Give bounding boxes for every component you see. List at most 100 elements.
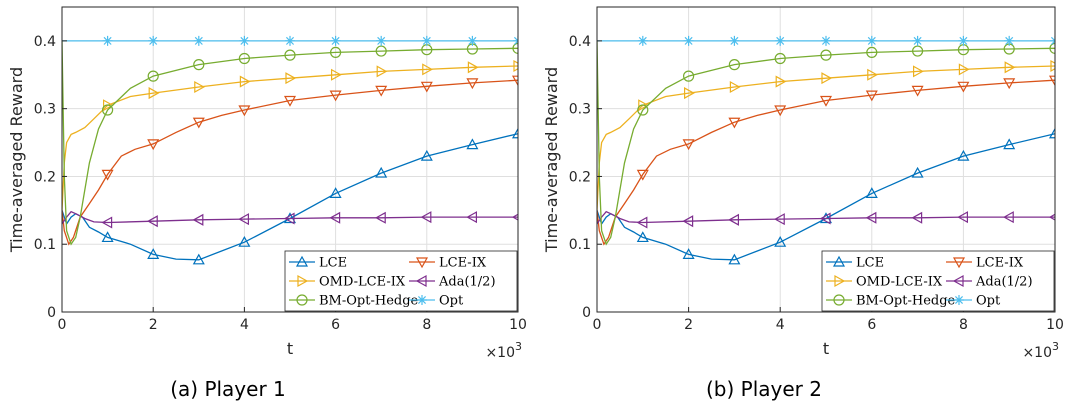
data-point [912, 35, 923, 46]
data-point [637, 35, 648, 46]
data-point [511, 75, 518, 87]
legend-entry: Opt [409, 294, 464, 309]
x-tick-label: 0 [58, 317, 67, 333]
data-point [329, 211, 341, 224]
data-point [375, 166, 388, 178]
data-point [728, 213, 740, 226]
legend-marker [415, 274, 427, 288]
chart-panel-1: 0 2 4 6 8 10 0 0.1 0.2 0.3 0.4 t Time-averaged Rewar… [7, 6, 527, 401]
data-point [285, 72, 297, 85]
data-point [420, 81, 433, 93]
series-omd-lce-ix [62, 59, 518, 211]
series-lce-ix [597, 75, 1055, 246]
data-point [728, 117, 741, 129]
series-lce [62, 127, 518, 265]
legend-label: Ada(1/2) [438, 275, 496, 290]
data-point [911, 211, 923, 224]
data-point [194, 80, 206, 93]
legend-marker [415, 257, 429, 269]
legend-label: BM-Opt-Hedge [319, 294, 419, 309]
legend: LCE LCE-IX OMD-LCE-IX Ada(1/2) BM-Opt-Hedge O… [821, 250, 1055, 312]
data-point [102, 99, 114, 112]
data-point [147, 248, 160, 259]
data-point [728, 253, 741, 265]
data-point [865, 211, 877, 224]
series-opt [62, 35, 518, 46]
series-ada-1-2- [62, 210, 518, 229]
data-point [239, 35, 250, 46]
legend-label: OMD-LCE-IX [319, 275, 406, 290]
series-omd-lce-ix [597, 59, 1055, 211]
data-point [148, 35, 159, 46]
legend-entry: LCE [826, 256, 884, 271]
data-point [192, 213, 204, 226]
data-point [820, 49, 832, 61]
y-tick-label: 0.3 [34, 102, 56, 118]
data-point [774, 105, 787, 117]
series-line [62, 133, 518, 261]
legend: LCE LCE-IX OMD-LCE-IX Ada(1/2) BM-Opt-Hedge O… [284, 250, 518, 312]
series-opt [597, 35, 1055, 46]
data-point [238, 213, 249, 226]
data-point [1004, 35, 1015, 46]
data-point [819, 95, 833, 107]
data-point [376, 65, 388, 78]
legend-marker [952, 257, 966, 269]
y-tick-label: 0 [47, 305, 56, 321]
x-tick-label: 4 [240, 317, 249, 333]
legend-entry: OMD-LCE-IX [826, 275, 943, 290]
x-tick-label: 2 [149, 317, 158, 333]
series-line [597, 40, 1055, 246]
data-point [867, 68, 879, 81]
data-point [329, 187, 342, 198]
data-point [1003, 138, 1016, 150]
data-point [329, 90, 342, 102]
data-point [865, 90, 878, 102]
x-multiplier: ×103 [1022, 340, 1059, 361]
data-point [821, 72, 833, 85]
data-point [636, 169, 649, 181]
data-point [683, 35, 694, 46]
legend-marker [954, 295, 964, 305]
data-point [729, 80, 741, 93]
x-tick-label: 10 [1046, 317, 1064, 333]
data-point [466, 138, 479, 150]
x-multiplier-base: ×10 [1022, 345, 1052, 361]
legend-marker [417, 295, 427, 305]
data-point [467, 61, 479, 74]
data-point [467, 35, 478, 46]
legend-entry: LCE [289, 256, 347, 271]
data-point [101, 104, 114, 116]
data-point [512, 42, 518, 54]
y-axis-label: Time-averaged Reward [7, 67, 26, 253]
legend-label: LCE [319, 256, 347, 271]
data-point [148, 87, 160, 100]
x-axis-label: t [823, 339, 829, 358]
data-point [866, 35, 877, 46]
x-tick-label: 8 [959, 317, 968, 333]
x-multiplier-base: ×10 [485, 345, 515, 361]
data-point [375, 45, 387, 57]
data-point [957, 149, 970, 161]
data-point [330, 46, 342, 59]
data-point [1048, 75, 1055, 87]
y-axis-label: Time-averaged Reward [542, 67, 561, 253]
axes-box [61, 6, 519, 313]
figure-caption: (a) Player 1 [170, 377, 286, 401]
chart-panel-2: 0 2 4 6 8 10 0 0.1 0.2 0.3 0.4 t Time-averaged Rewar… [542, 6, 1064, 401]
data-point [513, 59, 518, 72]
series-lce [597, 127, 1055, 265]
data-point [101, 231, 114, 243]
series-lce-ix [62, 75, 518, 246]
x-tick-label: 10 [509, 317, 527, 333]
legend-box [284, 250, 518, 312]
legend-marker [297, 274, 309, 288]
x-multiplier: ×103 [485, 340, 522, 361]
y-tick-label: 0.1 [569, 237, 591, 253]
data-point [146, 215, 158, 228]
data-point [375, 85, 388, 97]
y-tick-label: 0.4 [34, 34, 56, 50]
data-point [374, 211, 386, 224]
data-point [193, 59, 205, 71]
legend-marker [832, 255, 846, 267]
